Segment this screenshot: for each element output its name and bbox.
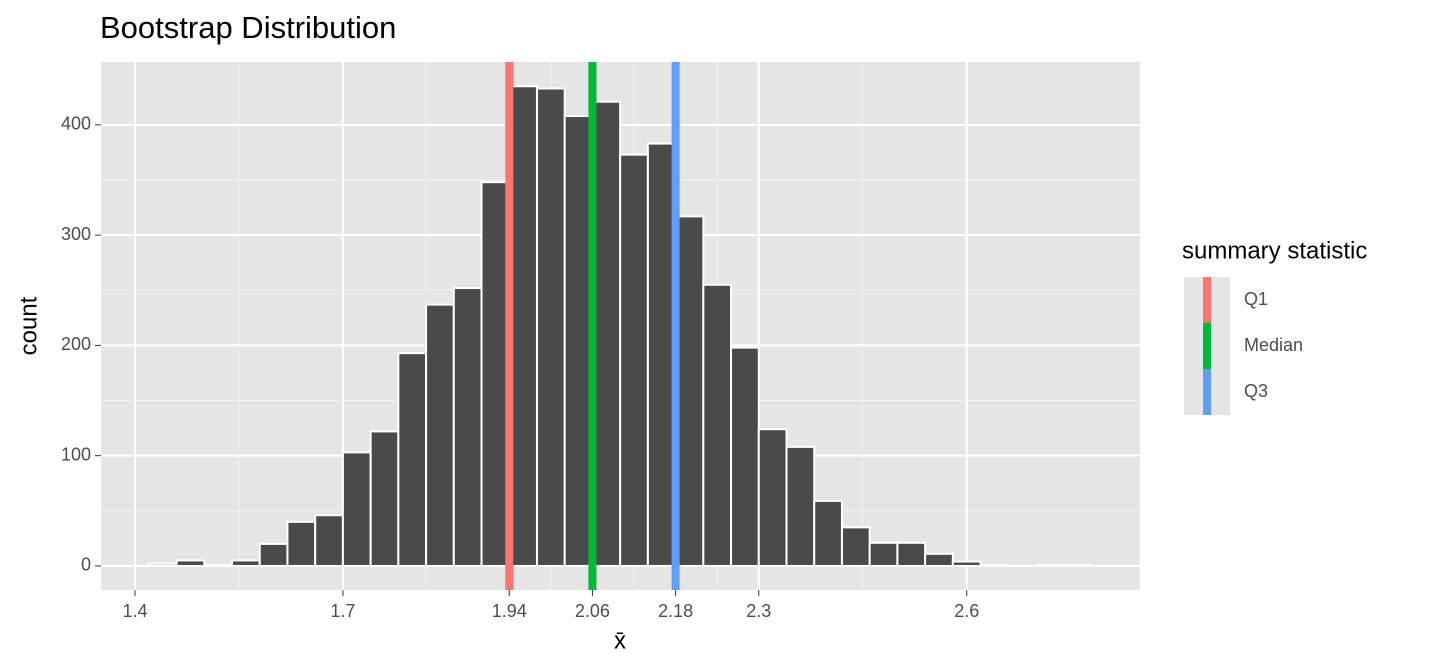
x-tick-label: 1.4 xyxy=(122,601,147,621)
legend-label: Q1 xyxy=(1244,289,1268,309)
bar xyxy=(203,563,234,567)
y-tick-label: 100 xyxy=(61,444,91,464)
bar xyxy=(341,451,372,567)
chart-title: Bootstrap Distribution xyxy=(100,10,396,45)
bar xyxy=(868,541,899,567)
bar xyxy=(286,520,317,567)
bar xyxy=(619,153,649,567)
x-tick-label: 1.94 xyxy=(492,601,527,621)
bar xyxy=(508,85,538,567)
x-axis-label: x̄ xyxy=(614,627,626,654)
bar xyxy=(646,142,677,567)
y-tick-label: 300 xyxy=(61,224,91,244)
bar xyxy=(674,215,705,567)
bar xyxy=(1035,563,1065,567)
bar xyxy=(397,352,428,567)
bar xyxy=(757,428,788,567)
bar xyxy=(896,541,927,567)
y-tick-label: 0 xyxy=(81,555,91,575)
y-tick-label: 400 xyxy=(61,114,91,134)
bar xyxy=(425,303,455,567)
bar xyxy=(702,283,733,567)
bar xyxy=(979,563,1010,567)
bar xyxy=(730,346,760,567)
x-tick-label: 2.18 xyxy=(658,601,693,621)
bar xyxy=(840,526,871,567)
bar xyxy=(951,560,982,567)
x-tick-label: 2.06 xyxy=(575,601,610,621)
bar xyxy=(314,514,344,567)
y-tick-label: 200 xyxy=(61,334,91,354)
bar xyxy=(563,115,594,567)
bar xyxy=(258,542,289,567)
bar xyxy=(924,552,954,567)
bar xyxy=(231,559,261,567)
bar xyxy=(369,430,400,567)
legend-label: Median xyxy=(1244,335,1303,355)
legend-title: summary statistic xyxy=(1182,237,1367,264)
bar xyxy=(535,87,566,567)
bar xyxy=(452,287,483,567)
bar xyxy=(591,100,622,567)
y-axis-label: count xyxy=(15,296,42,355)
bar xyxy=(147,562,178,567)
legend-label: Q3 xyxy=(1244,381,1268,401)
x-tick-label: 1.7 xyxy=(330,601,355,621)
x-tick-label: 2.3 xyxy=(746,601,771,621)
x-tick-label: 2.6 xyxy=(954,601,979,621)
bar xyxy=(1062,563,1093,567)
bar xyxy=(785,445,816,567)
bar xyxy=(813,499,843,567)
bar xyxy=(480,181,511,567)
bar xyxy=(175,559,206,567)
